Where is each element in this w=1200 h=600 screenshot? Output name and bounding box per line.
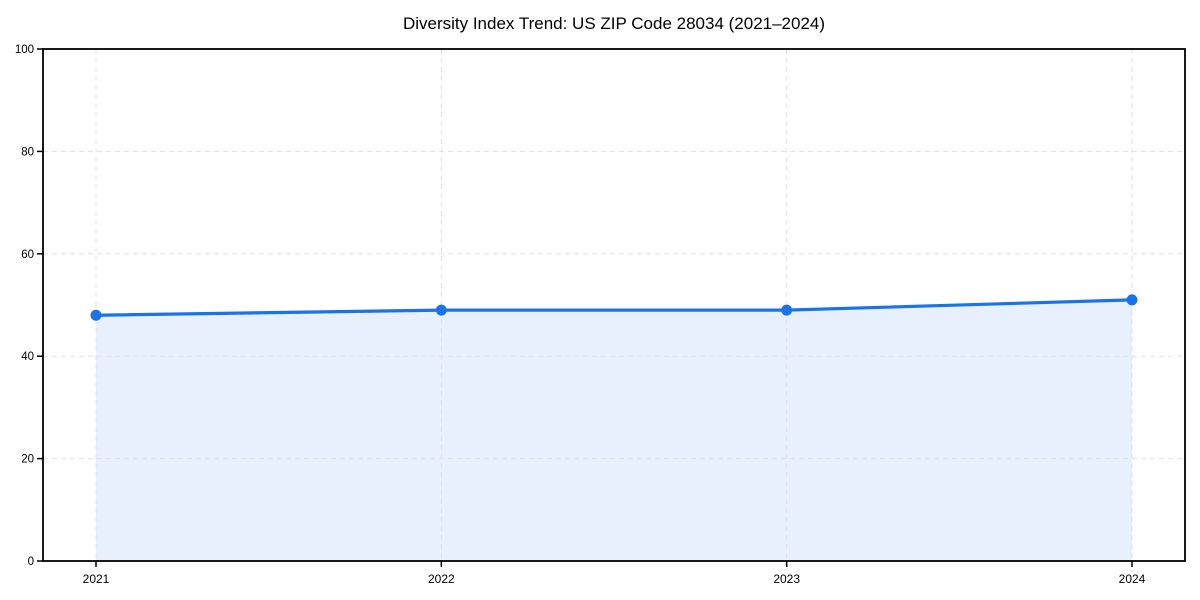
y-tick-label: 100 [15,44,34,56]
plot-area: 0 20 40 60 80 100 2021 2022 2023 2024 [15,44,1186,586]
data-point [1126,294,1138,306]
x-tick-label: 2024 [1119,572,1146,586]
data-point [90,309,102,321]
plot-border [42,48,1186,562]
chart-title: Diversity Index Trend: US ZIP Code 28034… [403,14,825,33]
data-point [435,304,447,316]
data-point [781,304,793,316]
trend-line [94,298,1134,317]
y-tick-label: 20 [21,454,34,466]
x-tick-label: 2023 [773,572,800,586]
x-tick-label: 2021 [83,572,110,586]
y-tick-label: 60 [21,249,34,261]
y-tick-label: 0 [28,556,34,568]
y-tick-label: 80 [21,146,34,158]
y-tick-label: 40 [21,351,34,363]
area-fill [96,299,1132,561]
x-tick-label: 2022 [428,572,455,586]
